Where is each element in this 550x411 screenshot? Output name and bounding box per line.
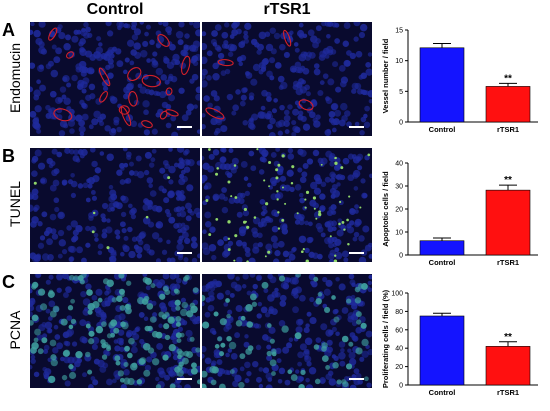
y-tick-label: 0 xyxy=(399,120,403,127)
y-axis-label: Proliferating cells / field (%) xyxy=(381,289,390,388)
chart-proliferating-cells: Proliferating cells / field (%) 0 20 40 60 80… xyxy=(378,285,548,410)
y-tick-label: 20 xyxy=(395,207,403,214)
scale-bar xyxy=(177,378,192,380)
micrograph-tunel-control xyxy=(30,148,200,262)
significance-label: ** xyxy=(504,73,512,84)
bar-rtsr1 xyxy=(485,189,531,256)
micrograph-endomucin-rtsr1 xyxy=(202,22,372,136)
y-axis-label: Vessel number / field xyxy=(381,38,390,113)
y-tick-label: 80 xyxy=(395,309,403,316)
x-tick-label: Control xyxy=(429,258,456,267)
y-tick-label: 100 xyxy=(391,291,403,298)
bar-control xyxy=(419,47,465,123)
y-tick-label: 0 xyxy=(399,253,403,260)
bar-rtsr1 xyxy=(485,86,531,123)
micrograph-texture xyxy=(30,274,200,388)
chart-vessel-number: Vessel number / field 0 5 10 15 Control ** rTSR… xyxy=(378,22,548,147)
bar-control xyxy=(419,240,465,256)
micrograph-texture xyxy=(30,22,200,136)
y-tick-label: 20 xyxy=(395,364,403,371)
y-tick-label: 5 xyxy=(399,89,403,96)
significance-label: ** xyxy=(504,175,512,186)
row-label-tunel: TUNEL xyxy=(7,181,23,227)
panel-letter-a: A xyxy=(2,20,15,40)
y-tick-label: 0 xyxy=(399,383,403,390)
micrograph-endomucin-control xyxy=(30,22,200,136)
significance-label: ** xyxy=(504,332,512,343)
micrograph-pcna-rtsr1 xyxy=(202,274,372,388)
scale-bar xyxy=(177,252,192,254)
row-label-endomucin: Endomucin xyxy=(7,42,23,114)
micrograph-texture xyxy=(202,274,372,388)
y-tick-label: 30 xyxy=(395,184,403,191)
micrograph-texture xyxy=(30,148,200,262)
micrograph-texture xyxy=(202,22,372,136)
column-header-rtsr1: rTSR1 xyxy=(263,1,311,18)
y-axis-label: Apoptotic cells / field xyxy=(381,171,390,247)
scale-bar xyxy=(177,126,192,128)
y-tick-label: 15 xyxy=(395,28,403,35)
x-tick-label: Control xyxy=(429,388,456,397)
panel-letter-b: B xyxy=(2,146,15,166)
y-tick-label: 40 xyxy=(395,161,403,168)
row-label-pcna: PCNA xyxy=(7,310,23,350)
x-tick-label: rTSR1 xyxy=(497,388,519,397)
scale-bar xyxy=(349,252,364,254)
y-tick-label: 10 xyxy=(395,58,403,65)
x-tick-label: Control xyxy=(429,125,456,134)
bar-control xyxy=(419,315,465,386)
panel-letter-c: C xyxy=(2,272,15,292)
micrograph-texture xyxy=(202,148,372,262)
y-tick-label: 10 xyxy=(395,230,403,237)
micrograph-tunel-rtsr1 xyxy=(202,148,372,262)
x-tick-label: rTSR1 xyxy=(497,125,519,134)
x-tick-label: rTSR1 xyxy=(497,258,519,267)
column-header-control: Control xyxy=(86,1,144,18)
scale-bar xyxy=(349,378,364,380)
chart-apoptotic-cells: Apoptotic cells / field 0 10 20 30 40 Control *… xyxy=(378,155,548,280)
scale-bar xyxy=(349,126,364,128)
bar-rtsr1 xyxy=(485,346,531,386)
y-tick-label: 60 xyxy=(395,327,403,334)
y-tick-label: 40 xyxy=(395,346,403,353)
micrograph-pcna-control xyxy=(30,274,200,388)
